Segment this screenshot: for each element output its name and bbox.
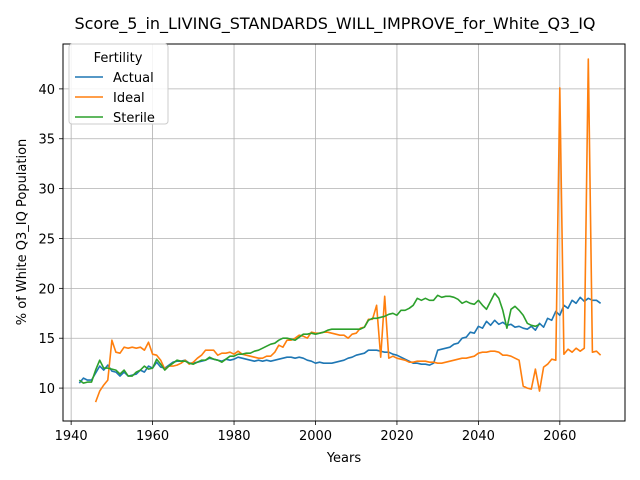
legend-box [68, 43, 169, 125]
legend: Fertility Actual Ideal Sterile [68, 43, 169, 126]
legend-label-actual: Actual [113, 71, 154, 86]
y-tick-label: 40 [38, 83, 55, 98]
series-line-ideal [94, 58, 602, 403]
x-axis-label: Years [326, 451, 362, 466]
x-tick-label: 1940 [55, 429, 88, 444]
y-tick-label: 15 [38, 332, 55, 347]
y-ticks: 10 15 20 25 30 35 40 [38, 83, 63, 397]
grid-lines [63, 44, 625, 421]
x-tick-label: 2020 [380, 429, 413, 444]
x-tick-label: 1980 [217, 429, 250, 444]
x-ticks: 1940 1960 1980 2000 2020 2040 2060 [55, 421, 576, 444]
series-line-sterile [78, 292, 540, 384]
y-tick-label: 10 [38, 382, 55, 397]
y-tick-label: 30 [38, 183, 55, 198]
y-axis-label: % of White Q3_IQ Population [15, 139, 30, 326]
legend-items: Actual Ideal Sterile [75, 71, 155, 126]
legend-title: Fertility [94, 51, 143, 66]
chart-title: Score_5_in_LIVING_STANDARDS_WILL_IMPROVE… [74, 14, 595, 34]
x-tick-label: 2060 [543, 429, 576, 444]
legend-label-sterile: Sterile [113, 111, 155, 126]
x-tick-label: 2000 [299, 429, 332, 444]
legend-label-ideal: Ideal [113, 91, 145, 106]
x-tick-label: 2040 [462, 429, 495, 444]
y-tick-label: 20 [38, 282, 55, 297]
y-tick-label: 35 [38, 133, 55, 148]
series-line-actual [78, 296, 602, 384]
series-lines [78, 58, 602, 403]
x-tick-label: 1960 [136, 429, 169, 444]
plot-frame [62, 43, 626, 422]
y-tick-label: 25 [38, 232, 55, 247]
